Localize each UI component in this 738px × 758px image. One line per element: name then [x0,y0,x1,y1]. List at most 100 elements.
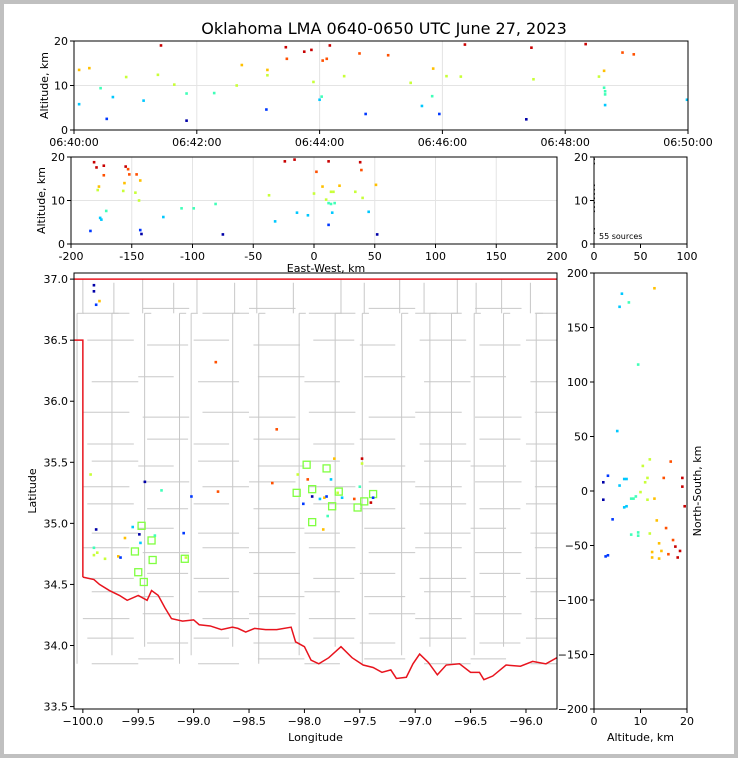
plan-point [143,480,147,484]
histogram-ytick-label: 10 [574,195,588,208]
time-point [142,99,145,102]
ns-point [662,476,666,480]
plan-xtick-label: −97.5 [343,715,377,728]
time-point [463,43,467,46]
plan-point [119,556,122,559]
time-point [124,75,128,79]
time-point [320,95,323,98]
ew-point [327,201,330,205]
ew-xtick-label: -50 [244,250,262,263]
ew-point [315,170,318,174]
lma-station [334,487,343,496]
plan-point [94,528,98,531]
time-point [265,108,268,111]
time-xtick-label: 06:40:00 [49,136,98,149]
ew-point [104,209,108,213]
time-point [266,68,269,72]
plan-xtick-label: −96.0 [509,715,543,728]
plan-point [340,496,344,500]
ns-point [667,552,670,556]
ew-xlabel: East-West, km [287,262,365,275]
time-point [321,59,324,62]
plan-ytick-label: 33.5 [44,701,69,714]
ns-point [629,533,633,536]
plan-point [214,360,218,364]
ew-point [124,165,127,168]
time-point [358,52,361,55]
time-point [409,81,412,85]
ew-point [162,215,165,219]
plan-ytick-label: 36.0 [44,395,69,408]
plan-axes-frame [73,272,558,710]
ew-point [332,190,335,194]
ns-point [627,301,631,304]
ew-point [333,201,336,205]
ns-point [634,495,638,498]
ns-point [639,490,642,494]
histogram-axes-frame [593,156,688,245]
lma-station [180,554,189,563]
ew-xtick-label: -150 [119,250,144,263]
histogram-ytick-label: 20 [574,151,588,164]
plan-point [306,478,310,481]
plan-point [323,496,326,500]
plan-point [123,536,127,540]
plan-point [190,495,193,498]
time-point [185,119,188,122]
time-xtick-label: 06:50:00 [663,136,712,149]
plan-ytick-label: 34.0 [44,639,69,652]
state-border-west [74,339,84,578]
time-point [172,83,176,86]
ns-point [636,363,640,366]
plan-point [360,457,364,460]
ns-point [643,480,647,484]
plan-point [160,489,163,492]
plan-xtick-label: −98.0 [288,715,322,728]
ns-point [676,556,679,559]
ew-point [96,188,100,192]
ns-ytick-label: 200 [567,267,588,280]
plan-point [153,534,157,537]
time-point [212,91,216,95]
time-point [318,98,321,102]
plan-point [302,502,305,506]
ns-xtick-label: 0 [591,715,598,728]
time-point [530,46,533,49]
time-point [285,57,289,61]
ns-xtick-label: 10 [634,715,648,728]
time-point [459,75,463,78]
plan-ytick-label: 35.5 [44,456,69,469]
time-point [430,94,434,98]
time-point [603,89,607,93]
ns-point [604,555,607,558]
ns-ytick-label: −200 [558,703,588,716]
ew-point [121,189,125,193]
ns-ytick-label: 150 [567,322,588,335]
ns-point [606,554,610,557]
ns-point [657,542,661,545]
ns-ytick-label: −150 [558,649,588,662]
lma-station [147,536,156,545]
time-point [284,45,288,49]
plan-point [138,533,141,536]
lma-station [322,464,331,473]
lma-station [360,497,369,506]
ns-point [650,550,654,554]
ns-point [681,476,684,480]
plan-xtick-label: −97.0 [398,715,432,728]
time-point [156,73,160,77]
ns-point [620,292,624,296]
time-xtick-label: 06:46:00 [418,136,467,149]
plan-xtick-label: −100.0 [63,715,104,728]
plan-point [326,514,329,518]
ew-point [221,233,225,236]
plan-xtick-label: −98.5 [232,715,266,728]
plan-point [92,546,96,550]
lma-station [139,577,148,587]
plan-point [333,457,336,460]
plan-point [139,541,142,545]
county-lines [74,278,557,681]
figure: Oklahoma LMA 0640-0650 UTC June 27, 2023… [26,19,713,744]
ew-point [123,181,126,185]
ew-point [95,166,98,169]
